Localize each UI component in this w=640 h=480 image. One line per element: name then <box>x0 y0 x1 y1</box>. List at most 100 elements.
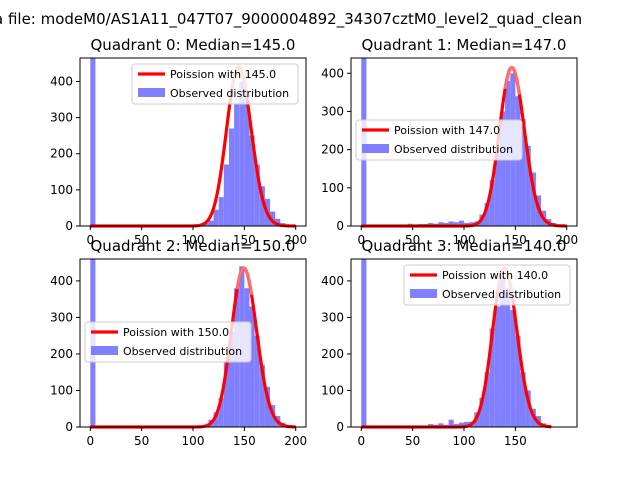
panel-title: Quadrant 3: Median=140.0 <box>362 237 567 255</box>
hist-bar <box>228 128 235 226</box>
hist-bar <box>213 412 219 427</box>
y-tick-label: 0 <box>336 219 344 233</box>
x-tick-label: 0 <box>86 233 94 247</box>
x-tick-label: 150 <box>504 434 527 448</box>
panel-1: 0 50 100 150 200 0 100 200 300 400 Quadrant 1: Med… <box>321 36 578 247</box>
hist-bar <box>525 145 531 226</box>
poisson-curve-highlight <box>235 266 254 296</box>
hist-bar <box>458 422 464 427</box>
panel-3: 0 50 100 150 0 100 200 300 400 Quadrant 3: Median… <box>321 237 578 448</box>
x-tick-label: 200 <box>284 434 307 448</box>
x-tick-label: 50 <box>134 434 149 448</box>
hist-bar <box>530 172 536 226</box>
legend-box <box>355 119 523 161</box>
hist-bar <box>458 220 464 226</box>
legend-curve-label: Poission with 150.0 <box>123 326 229 339</box>
y-tick-label: 300 <box>321 104 344 118</box>
x-tick-label: 50 <box>134 233 149 247</box>
hist-bar <box>244 99 250 226</box>
hist-bar <box>505 288 511 427</box>
x-tick-label: 100 <box>453 434 476 448</box>
x-tick-label: 0 <box>357 434 365 448</box>
legend-curve-label: Poission with 140.0 <box>442 269 548 282</box>
hist-bar <box>270 211 276 226</box>
legend-hist-swatch <box>362 144 389 153</box>
y-tick-label: 300 <box>321 310 344 324</box>
y-tick-label: 200 <box>321 347 344 361</box>
hist-bar <box>520 372 526 427</box>
x-tick-label: 0 <box>357 233 365 247</box>
x-tick-label: 150 <box>233 434 256 448</box>
x-tick-label: 100 <box>182 434 205 448</box>
hist-bar <box>494 153 500 226</box>
legend: Poission with 140.0 Observed distribution <box>403 264 571 306</box>
y-tick-label: 400 <box>50 74 73 88</box>
hist-bar <box>525 390 531 427</box>
hist-bar <box>494 306 500 427</box>
hist-bar <box>223 361 229 427</box>
hist-bar <box>208 220 214 226</box>
y-tick-label: 100 <box>50 383 73 397</box>
x-tick-label: 50 <box>405 434 420 448</box>
legend-curve-label: Poission with 145.0 <box>170 68 276 81</box>
hist-bar <box>249 135 255 226</box>
hist-bar <box>218 397 224 427</box>
hist-bar <box>259 364 265 427</box>
hist-bar <box>264 386 271 427</box>
hist-bar <box>254 164 260 226</box>
legend-hist-label: Observed distribution <box>442 288 561 301</box>
panel-title: Quadrant 0: Median=145.0 <box>91 36 296 54</box>
hist-bar <box>90 58 96 226</box>
hist-bar <box>515 335 521 427</box>
hist-bar <box>479 397 485 427</box>
y-tick-label: 0 <box>65 420 73 434</box>
hist-bar <box>484 372 490 427</box>
y-tick-label: 100 <box>50 183 73 197</box>
y-tick-label: 100 <box>321 181 344 195</box>
panel-0: 0 50 100 150 200 0 100 200 300 400 Quadrant 0: Med… <box>50 36 307 247</box>
x-tick-label: 0 <box>86 434 94 448</box>
hist-bar <box>499 111 506 226</box>
y-tick-label: 400 <box>50 274 73 288</box>
x-tick-label: 100 <box>182 233 205 247</box>
x-tick-label: 150 <box>233 233 256 247</box>
hist-bar <box>489 180 495 226</box>
legend-hist-swatch <box>410 289 437 298</box>
x-tick-label: 150 <box>504 233 527 247</box>
legend-hist-swatch <box>91 346 118 355</box>
y-tick-label: 200 <box>321 143 344 157</box>
panel-title: Quadrant 1: Median=147.0 <box>362 36 567 54</box>
hist-bar <box>484 203 490 226</box>
panels: 0 50 100 150 200 0 100 200 300 400 Quadrant 0: Med… <box>50 36 578 448</box>
legend-hist-label: Observed distribution <box>394 143 513 156</box>
legend-hist-label: Observed distribution <box>170 87 289 100</box>
hist-bar <box>228 332 235 427</box>
hist-bar <box>464 421 470 427</box>
y-tick-label: 0 <box>336 420 344 434</box>
hist-bar <box>203 223 209 226</box>
hist-bar <box>213 209 219 226</box>
hist-bar <box>361 259 367 427</box>
hist-bar <box>499 277 506 427</box>
hist-bar <box>448 419 454 427</box>
x-tick-label: 50 <box>405 233 420 247</box>
y-tick-label: 400 <box>321 66 344 80</box>
hist-bar <box>239 81 245 226</box>
legend-curve-label: Poission with 147.0 <box>394 124 500 137</box>
hist-bar <box>234 103 240 226</box>
y-tick-label: 400 <box>321 274 344 288</box>
hist-bar <box>448 221 454 226</box>
hist-bar <box>520 119 526 226</box>
y-tick-label: 300 <box>50 310 73 324</box>
x-tick-label: 200 <box>284 233 307 247</box>
y-tick-label: 200 <box>50 347 73 361</box>
legend: Poission with 147.0 Observed distribution <box>355 119 523 161</box>
hist-bar <box>489 328 495 427</box>
hist-bar <box>223 164 229 226</box>
y-tick-label: 200 <box>50 147 73 161</box>
hist-bar <box>515 96 521 227</box>
legend-hist-swatch <box>138 88 165 97</box>
poisson-curve-highlight <box>503 66 521 95</box>
hist-bar <box>438 222 444 226</box>
hist-bar <box>275 218 281 226</box>
